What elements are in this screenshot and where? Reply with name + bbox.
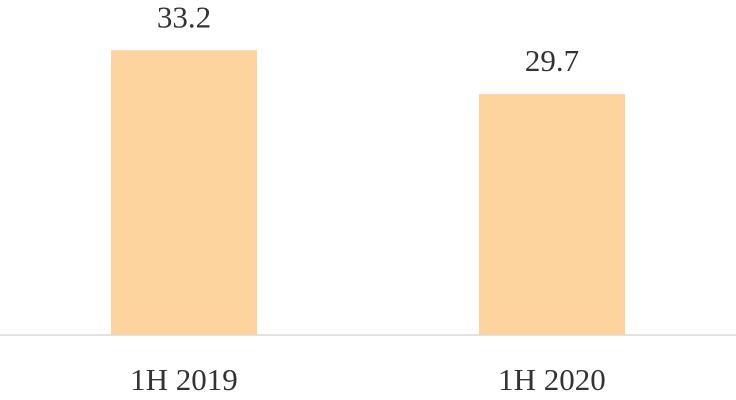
x-tick-label: 1H 2019 [130,362,238,397]
value-label: 33.2 [157,0,211,34]
bar [479,94,625,335]
bar [111,50,257,336]
x-tick-label: 1H 2020 [498,362,606,397]
value-label: 29.7 [525,43,579,78]
